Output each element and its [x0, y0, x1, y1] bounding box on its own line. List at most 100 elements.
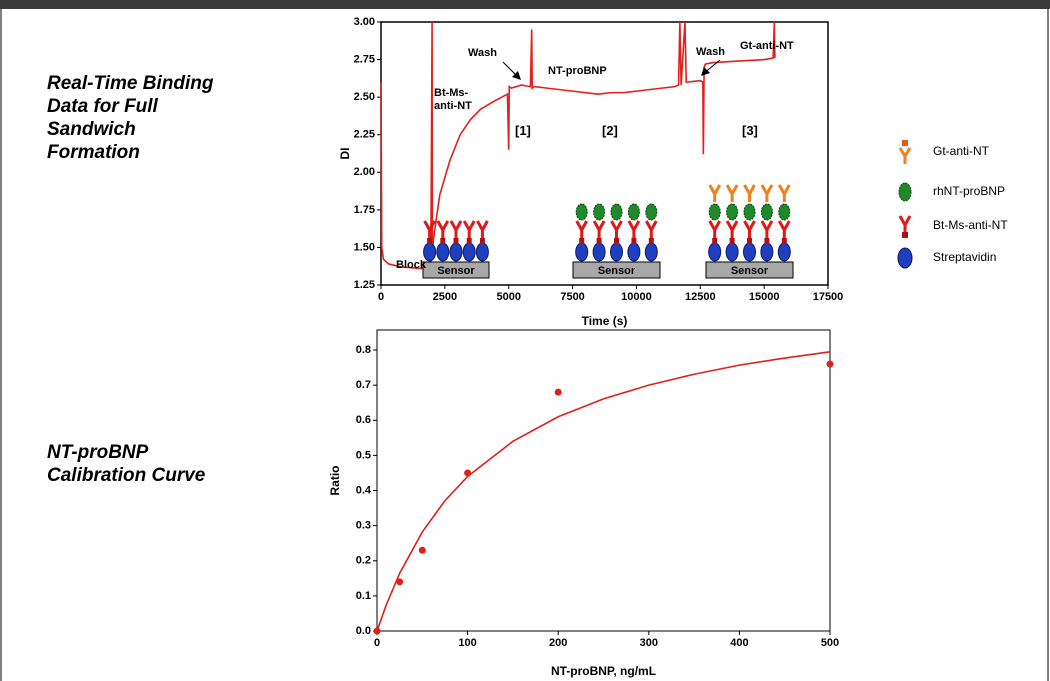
arrow-head: [512, 71, 521, 80]
capture-antibody: [708, 220, 722, 238]
y-tick-label: 3.00: [354, 16, 375, 28]
capture-antibody: [575, 220, 589, 238]
data-line: [376, 350, 831, 632]
y-tick-label: 0.0: [356, 625, 371, 637]
capture-antibody: [627, 220, 641, 238]
x-tick-label: 2500: [433, 291, 457, 303]
y-axis-label: DI: [338, 148, 352, 160]
y-tick-label: 0.1: [356, 590, 371, 602]
arrow-head: [701, 67, 710, 76]
streptavidin: [462, 242, 476, 262]
data-point: [826, 360, 834, 368]
streptavidin: [475, 242, 489, 262]
legend-label: rhNT-proBNP: [933, 184, 1006, 198]
biotin: [729, 238, 735, 244]
capture-antibody: [476, 220, 489, 238]
biotin: [466, 238, 472, 244]
annotation: [2]: [602, 123, 618, 138]
capture-antibody: [449, 220, 463, 238]
y-tick-label: 2.00: [354, 166, 375, 178]
annotation: Wash: [696, 46, 725, 58]
legend-icon: [898, 182, 912, 202]
annotation: Wash: [468, 47, 497, 59]
antigen: [627, 203, 640, 221]
y-tick-label: 2.25: [354, 129, 375, 141]
biotin: [648, 238, 654, 244]
sensor-label: Sensor: [731, 265, 769, 277]
detection-antibody: [760, 184, 774, 202]
annotation: Bt-Ms- anti-NT: [434, 87, 472, 112]
top-bar: [0, 0, 1050, 9]
y-tick-label: 0.7: [356, 379, 371, 391]
legend-icon: [902, 140, 908, 146]
y-tick-label: 0.3: [356, 520, 371, 532]
streptavidin: [575, 242, 589, 262]
annotation: Gt-anti-NT: [740, 40, 794, 52]
biotin: [747, 238, 752, 244]
biotin: [440, 238, 446, 244]
biotin: [453, 238, 459, 244]
slide-label: Real-Time Binding Data for Full Sandwich…: [47, 73, 214, 163]
streptavidin: [743, 242, 756, 262]
streptavidin: [777, 242, 791, 262]
sensor-label: Sensor: [437, 265, 475, 277]
y-tick-label: 2.50: [354, 91, 375, 103]
detection-antibody: [743, 184, 756, 202]
detection-antibody: [777, 184, 791, 202]
biotin: [614, 238, 619, 244]
sensor-label: Sensor: [598, 265, 636, 277]
legend-label: Bt-Ms-anti-NT: [933, 218, 1008, 232]
annotation: Block: [396, 259, 426, 271]
y-tick-label: 1.75: [354, 204, 375, 216]
x-tick-label: 17500: [813, 291, 844, 303]
y-tick-label: 0.6: [356, 414, 371, 426]
capture-antibody: [777, 220, 791, 238]
capture-antibody: [760, 220, 774, 238]
legend-icon: [897, 247, 913, 269]
x-tick-label: 300: [640, 637, 658, 649]
y-tick-label: 2.75: [354, 53, 375, 65]
sensor-block: [705, 261, 794, 279]
plot-frame: [376, 329, 831, 632]
antigen: [778, 203, 791, 221]
antigen: [760, 203, 773, 221]
y-tick-label: 0.4: [356, 484, 372, 496]
detection-antibody: [708, 184, 722, 202]
biotin: [712, 238, 718, 244]
legend-icon: [902, 232, 908, 238]
annotation: NT-proBNP: [548, 65, 607, 77]
x-tick-label: 200: [549, 637, 567, 649]
x-tick-label: 100: [458, 637, 476, 649]
legend-icon: [898, 147, 912, 164]
y-tick-label: 0.2: [356, 555, 371, 567]
biotin: [596, 238, 602, 244]
capture-antibody: [436, 220, 450, 238]
streptavidin: [436, 242, 450, 262]
y-axis-label: Ratio: [328, 466, 342, 496]
capture-antibody: [592, 220, 606, 238]
streptavidin: [708, 242, 722, 262]
y-tick-label: 1.50: [354, 241, 375, 253]
capture-antibody: [644, 220, 658, 238]
streptavidin: [449, 242, 463, 262]
data-point: [396, 578, 404, 586]
x-tick-label: 400: [730, 637, 748, 649]
antigen: [593, 203, 606, 221]
streptavidin: [644, 242, 658, 262]
streptavidin: [725, 242, 739, 262]
x-tick-label: 12500: [685, 291, 716, 303]
antigen: [575, 203, 588, 221]
antigen: [726, 203, 739, 221]
capture-antibody: [423, 220, 436, 238]
capture-antibody: [610, 220, 623, 238]
data-point: [418, 546, 426, 554]
y-tick-label: 0.5: [356, 449, 371, 461]
biotin: [427, 238, 433, 244]
streptavidin: [760, 242, 774, 262]
plot-frame: [380, 21, 829, 286]
biotin: [579, 238, 585, 244]
antigen: [610, 203, 623, 221]
detection-antibody: [725, 184, 739, 202]
antigen: [743, 203, 756, 221]
